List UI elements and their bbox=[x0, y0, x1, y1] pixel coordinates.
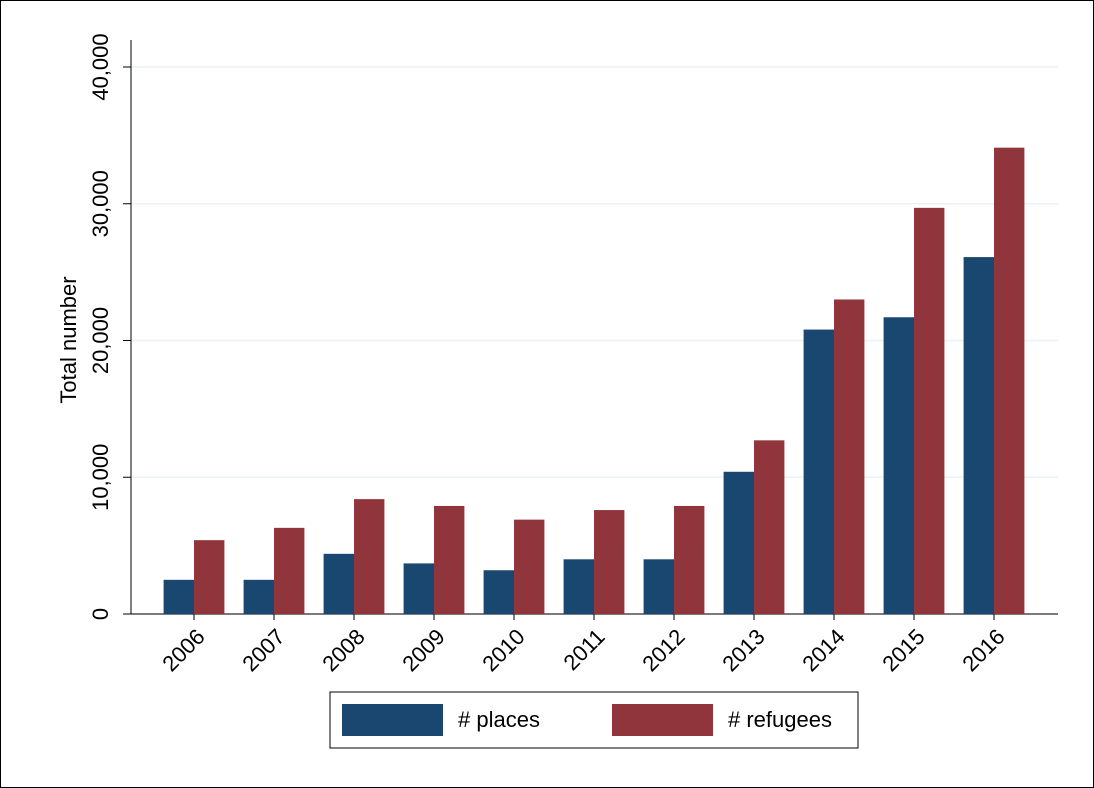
y-tick-label: 40,000 bbox=[88, 33, 113, 100]
y-tick-label: 30,000 bbox=[88, 170, 113, 237]
bar bbox=[403, 563, 434, 614]
legend-label: # refugees bbox=[728, 707, 832, 732]
y-tick-label: 10,000 bbox=[88, 444, 113, 511]
bar bbox=[594, 510, 625, 614]
bar bbox=[803, 329, 834, 614]
bar bbox=[514, 519, 545, 614]
bar bbox=[643, 559, 674, 614]
bar bbox=[883, 317, 914, 614]
bar bbox=[243, 579, 274, 614]
legend-swatch bbox=[342, 704, 443, 736]
bar bbox=[434, 505, 465, 614]
y-tick-label: 0 bbox=[88, 608, 113, 620]
bar bbox=[274, 527, 305, 614]
bar bbox=[483, 570, 514, 614]
legend-swatch bbox=[612, 704, 713, 736]
bar bbox=[963, 257, 994, 614]
bar bbox=[354, 499, 385, 614]
bar bbox=[914, 207, 945, 615]
bar bbox=[194, 540, 225, 614]
bar bbox=[563, 559, 594, 614]
y-tick-label: 20,000 bbox=[88, 307, 113, 374]
bar bbox=[674, 505, 705, 614]
y-axis-title: Total number bbox=[56, 276, 81, 403]
bar bbox=[754, 440, 785, 614]
bar bbox=[994, 147, 1025, 614]
legend-label: # places bbox=[458, 707, 540, 732]
bar bbox=[723, 471, 754, 614]
bar bbox=[163, 579, 194, 614]
bar bbox=[323, 553, 354, 614]
bar bbox=[834, 299, 865, 614]
